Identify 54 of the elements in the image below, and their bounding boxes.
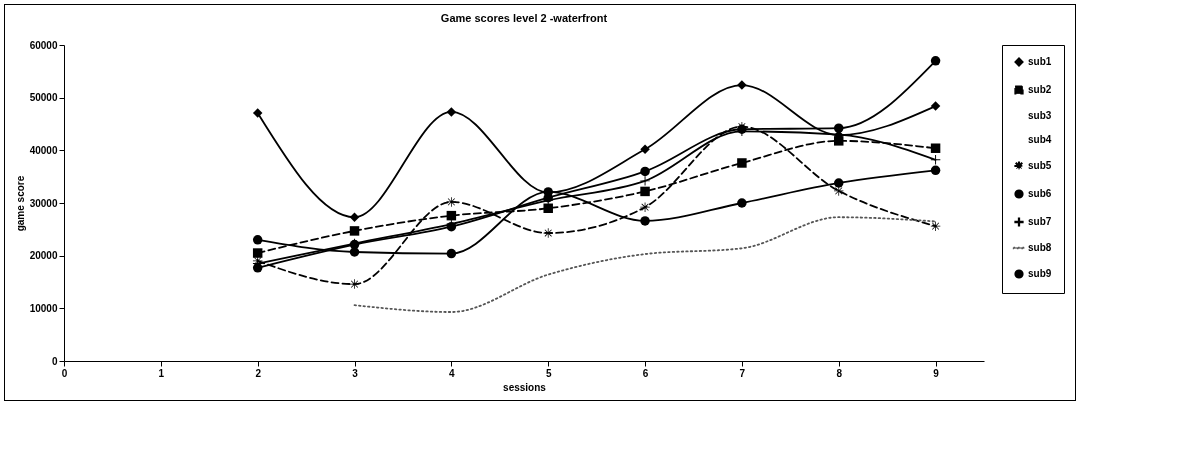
point (930, 165, 941, 176)
point (446, 107, 457, 117)
legend-label: sub9 (1028, 268, 1052, 279)
point (446, 248, 457, 259)
point (640, 166, 650, 177)
point (252, 248, 263, 258)
point (252, 108, 263, 118)
legend-label: sub2 (1028, 84, 1052, 95)
y-tick-label: 10000 (29, 302, 58, 314)
x-tick-label: 1 (158, 367, 165, 379)
point (252, 235, 263, 245)
point (640, 186, 650, 197)
point (640, 176, 650, 186)
chart-title: Game scores level 2 -waterfront (440, 12, 608, 24)
x-tick-label: 2 (255, 367, 262, 379)
legend-label: sub8 (1028, 242, 1052, 253)
point (640, 144, 650, 155)
y-tick-label: 50000 (29, 92, 58, 104)
point (930, 143, 941, 153)
x-tick-label: 3 (352, 367, 359, 379)
y-axis-title: game score (14, 175, 26, 232)
y-tick-label: 0 (51, 355, 58, 367)
legend-label: sub1 (1028, 56, 1052, 67)
point (640, 216, 650, 226)
point (833, 123, 844, 133)
legend-label: sub7 (1028, 216, 1052, 227)
legend-label: sub6 (1028, 188, 1052, 199)
point (833, 178, 844, 188)
point (930, 56, 941, 66)
x-tick-label: 0 (61, 367, 68, 379)
point (930, 101, 941, 111)
x-tick-label: 8 (836, 367, 843, 379)
x-tick-label: 9 (933, 367, 940, 379)
y-tick-label: 30000 (29, 197, 58, 209)
point (930, 155, 941, 165)
point (737, 198, 747, 208)
legend-label: sub3 (1028, 110, 1052, 121)
x-tick-label: 6 (642, 367, 649, 379)
y-tick-label: 20000 (29, 250, 58, 262)
x-tick-label: 4 (449, 367, 456, 379)
point (833, 136, 844, 146)
x-axis-title: sessions (503, 381, 547, 393)
point (737, 158, 747, 168)
point (543, 203, 553, 214)
y-tick-label: 60000 (29, 39, 58, 51)
legend-label: sub4 (1028, 134, 1052, 145)
y-tick-label: 40000 (29, 144, 58, 156)
point (349, 226, 360, 236)
x-tick-label: 7 (739, 367, 746, 379)
point (930, 221, 941, 231)
x-tick-label: 5 (545, 367, 552, 379)
legend-label: sub5 (1028, 160, 1052, 171)
point (349, 212, 360, 222)
point (252, 263, 263, 273)
